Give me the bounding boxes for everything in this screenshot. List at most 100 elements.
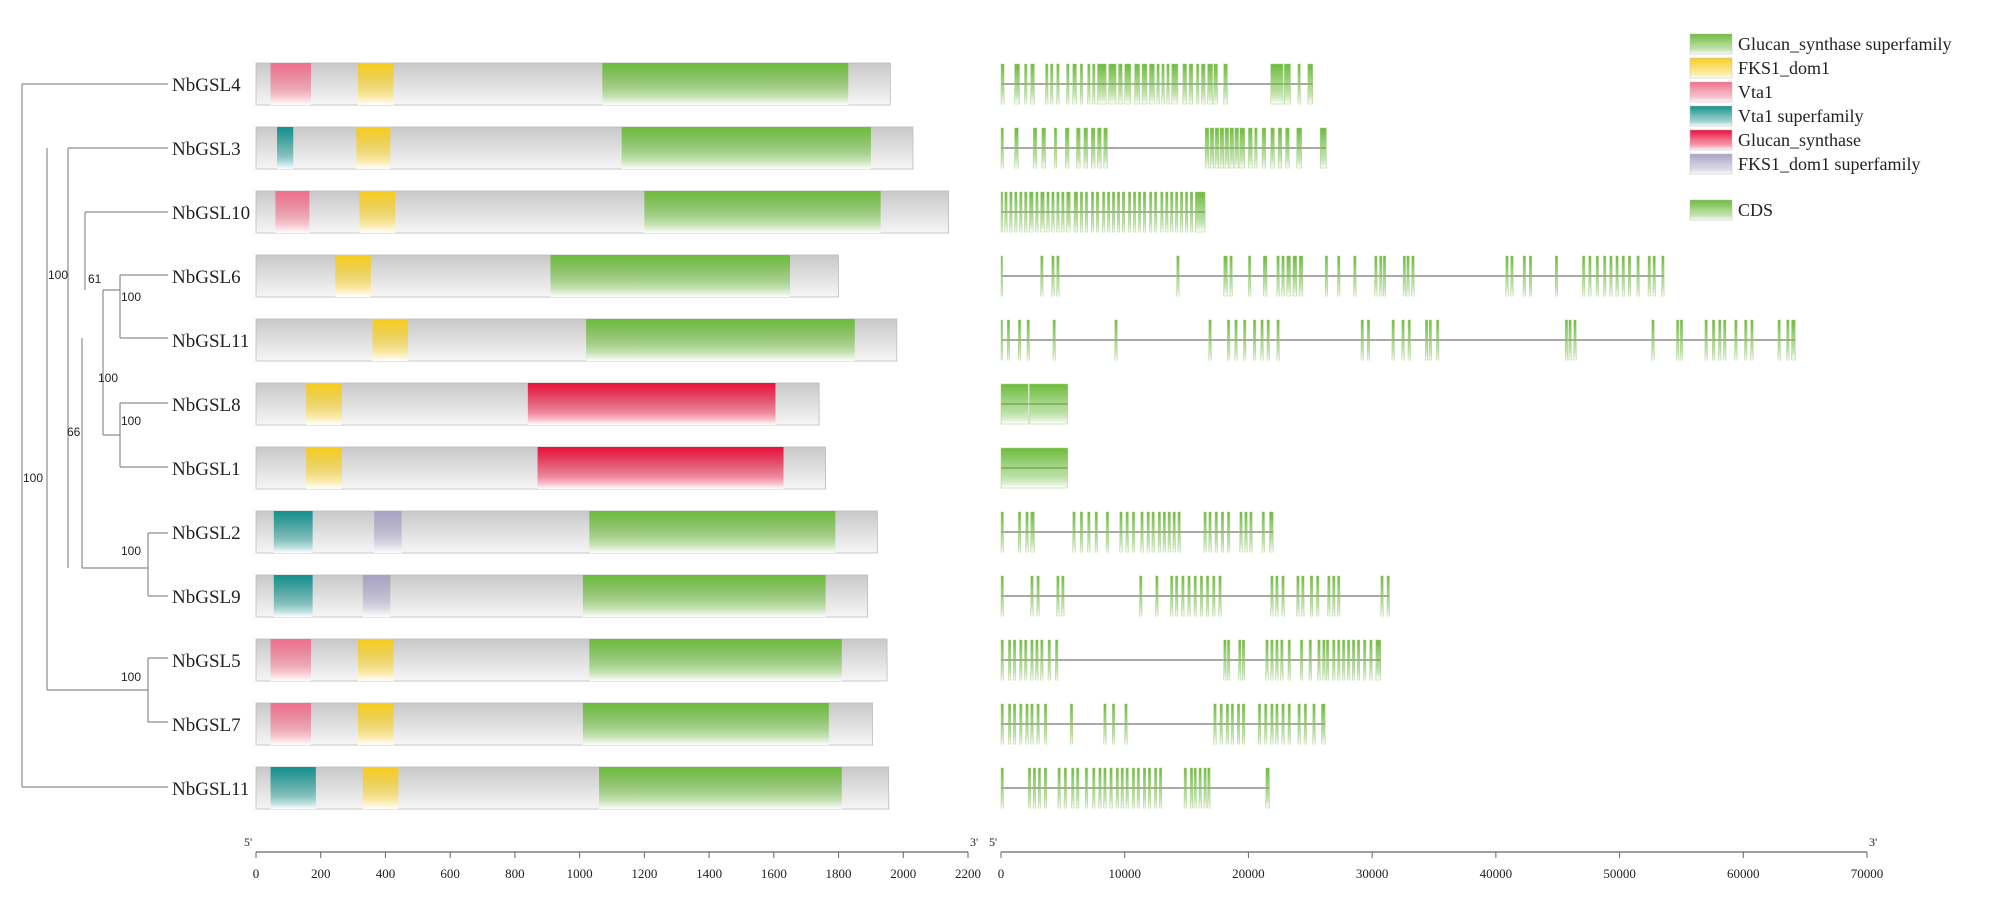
cds-exon (1280, 639, 1284, 681)
cds-exon (1143, 767, 1146, 809)
cds-exon (1165, 191, 1169, 233)
gene-label: NbGSL6 (172, 267, 241, 288)
cds-exon (1723, 319, 1727, 361)
cds-exon (1297, 63, 1301, 105)
cds-exon (1227, 639, 1231, 681)
cds-exon (1070, 703, 1074, 745)
cds-exon (1369, 639, 1373, 681)
cds-exon (1254, 127, 1258, 169)
cds-exon (1261, 127, 1266, 169)
cds-exon (1324, 255, 1328, 297)
cds-exon (1307, 63, 1314, 105)
cds-exon (1109, 767, 1113, 809)
cds-exon (1791, 319, 1796, 361)
cds-exon (1750, 319, 1754, 361)
cds-exon (1092, 767, 1096, 809)
cds-exon (1041, 127, 1046, 169)
cds-exon (1097, 63, 1107, 105)
cds-exon (1190, 767, 1194, 809)
cds-exon (1786, 319, 1790, 361)
cds-exon (1134, 63, 1140, 105)
cds-exon (1156, 63, 1160, 105)
cds-exon (1000, 63, 1005, 105)
cds-exon (1019, 703, 1023, 745)
domain-fks1-dom1 (306, 447, 342, 489)
cds-exon (1128, 191, 1132, 233)
cds-exon (1229, 255, 1233, 297)
cds-exon (1564, 319, 1568, 361)
cds-exon (1300, 639, 1304, 681)
cds-exon (1071, 767, 1075, 809)
cds-exon (1091, 127, 1096, 169)
domain-glucan-synthase-superfamily (582, 575, 826, 617)
cds-exon (1244, 511, 1248, 553)
cds-exon (1009, 191, 1013, 233)
cds-exon (1030, 575, 1034, 617)
cds-exon (1030, 63, 1035, 105)
cds-exon (1248, 255, 1252, 297)
cds-exon (1428, 319, 1432, 361)
cds-exon (1087, 63, 1091, 105)
legend-swatch (1689, 129, 1733, 151)
cds-exon (1035, 639, 1039, 681)
cds-exon (1024, 63, 1028, 105)
cds-exon (1115, 767, 1119, 809)
axis-tick-label: 0 (253, 866, 260, 881)
bootstrap-value: 61 (88, 272, 102, 286)
cds-exon (1383, 255, 1387, 297)
cds-exon (1181, 575, 1185, 617)
cds-exon (1185, 191, 1189, 233)
cds-exon (1627, 255, 1631, 297)
cds-exon (1258, 703, 1262, 745)
cds-exon (1286, 255, 1291, 297)
cds-exon (1030, 511, 1035, 553)
cds-exon (1220, 511, 1224, 553)
cds-exon (1209, 127, 1215, 169)
cds-exon (1024, 639, 1028, 681)
cds-exon (1139, 575, 1143, 617)
cds-exon (1065, 127, 1070, 169)
legend-label: Vta1 (1738, 82, 1773, 102)
cds-exon (1223, 63, 1228, 105)
cds-exon (1253, 319, 1257, 361)
cds-exon (1223, 639, 1227, 681)
bootstrap-value: 100 (121, 670, 141, 684)
domain-vta1 (270, 63, 312, 105)
cds-exon (1379, 255, 1383, 297)
legend-label: FKS1_dom1 superfamily (1738, 154, 1921, 174)
domain-fks1-dom1-superfamily (374, 511, 402, 553)
cds-exon (1321, 703, 1326, 745)
phylogenetic-tree: 100 100 66 61 100 100 100 100 100 (21, 83, 168, 788)
cds-exon (1777, 319, 1781, 361)
cds-exon (1057, 767, 1061, 809)
cds-exon (1000, 575, 1004, 617)
cds-exon (1000, 703, 1004, 745)
cds-exon (1276, 255, 1280, 297)
domain-glucan-synthase-superfamily (589, 639, 842, 681)
cds-exon (1036, 703, 1040, 745)
cds-exon (1096, 191, 1099, 233)
axis-tick-label: 600 (440, 866, 460, 881)
cds-exon (1661, 255, 1665, 297)
cds-exon (1588, 255, 1592, 297)
domain-fks1-dom1 (356, 127, 391, 169)
cds-exon (1044, 703, 1048, 745)
cds-exon (1310, 575, 1314, 617)
cds-exon (1025, 703, 1029, 745)
cds-exon (1207, 63, 1213, 105)
cds-exon (1124, 703, 1128, 745)
legend-swatch-cds (1689, 199, 1733, 221)
cds-exon (1237, 703, 1241, 745)
cds-exon (1167, 511, 1171, 553)
cds-exon (1615, 255, 1619, 297)
cds-exon (1322, 639, 1326, 681)
cds-exon (1025, 511, 1029, 553)
cds-exon (1159, 767, 1163, 809)
cds-exon (1529, 255, 1532, 297)
cds-exon (1175, 191, 1179, 233)
cds-exon (1219, 127, 1224, 169)
cds-exon (1651, 319, 1655, 361)
cds-exon (1108, 63, 1117, 105)
cds-exon (1040, 255, 1044, 297)
cds-exon (1203, 511, 1207, 553)
